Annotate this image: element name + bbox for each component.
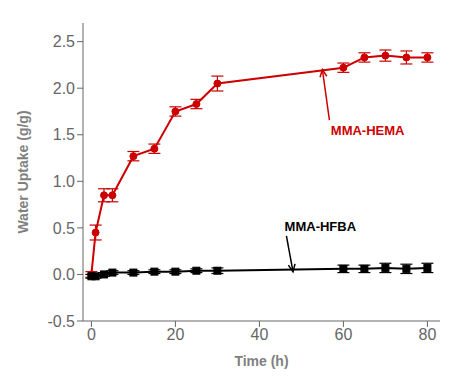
svg-text:2.5: 2.5 (53, 33, 75, 50)
svg-text:40: 40 (251, 326, 269, 343)
svg-text:0: 0 (87, 326, 96, 343)
svg-text:1.5: 1.5 (53, 126, 75, 143)
svg-text:Water Uptake (g/g): Water Uptake (g/g) (15, 110, 31, 233)
svg-text:0.5: 0.5 (53, 220, 75, 237)
svg-text:MMA-HFBA: MMA-HFBA (285, 219, 357, 234)
svg-text:1.0: 1.0 (53, 173, 75, 190)
svg-text:20: 20 (167, 326, 185, 343)
svg-text:-0.5: -0.5 (47, 313, 75, 330)
svg-text:MMA-HEMA: MMA-HEMA (331, 123, 405, 138)
svg-text:80: 80 (419, 326, 437, 343)
svg-text:Time (h): Time (h) (234, 353, 288, 369)
svg-text:2.0: 2.0 (53, 80, 75, 97)
svg-text:60: 60 (335, 326, 353, 343)
svg-text:0.0: 0.0 (53, 266, 75, 283)
